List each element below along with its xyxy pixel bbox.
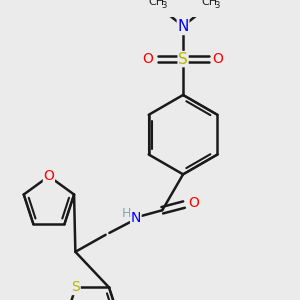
Text: 3: 3 (161, 1, 167, 10)
Text: O: O (143, 52, 154, 66)
Text: O: O (44, 169, 54, 183)
Text: CH: CH (202, 0, 218, 8)
Text: O: O (213, 52, 224, 66)
Text: H: H (122, 207, 131, 220)
Text: CH: CH (148, 0, 165, 8)
Text: 3: 3 (214, 1, 220, 10)
Text: S: S (71, 280, 80, 295)
Text: O: O (188, 196, 199, 210)
Text: N: N (130, 211, 141, 225)
Text: N: N (177, 20, 189, 34)
Text: S: S (178, 52, 188, 67)
